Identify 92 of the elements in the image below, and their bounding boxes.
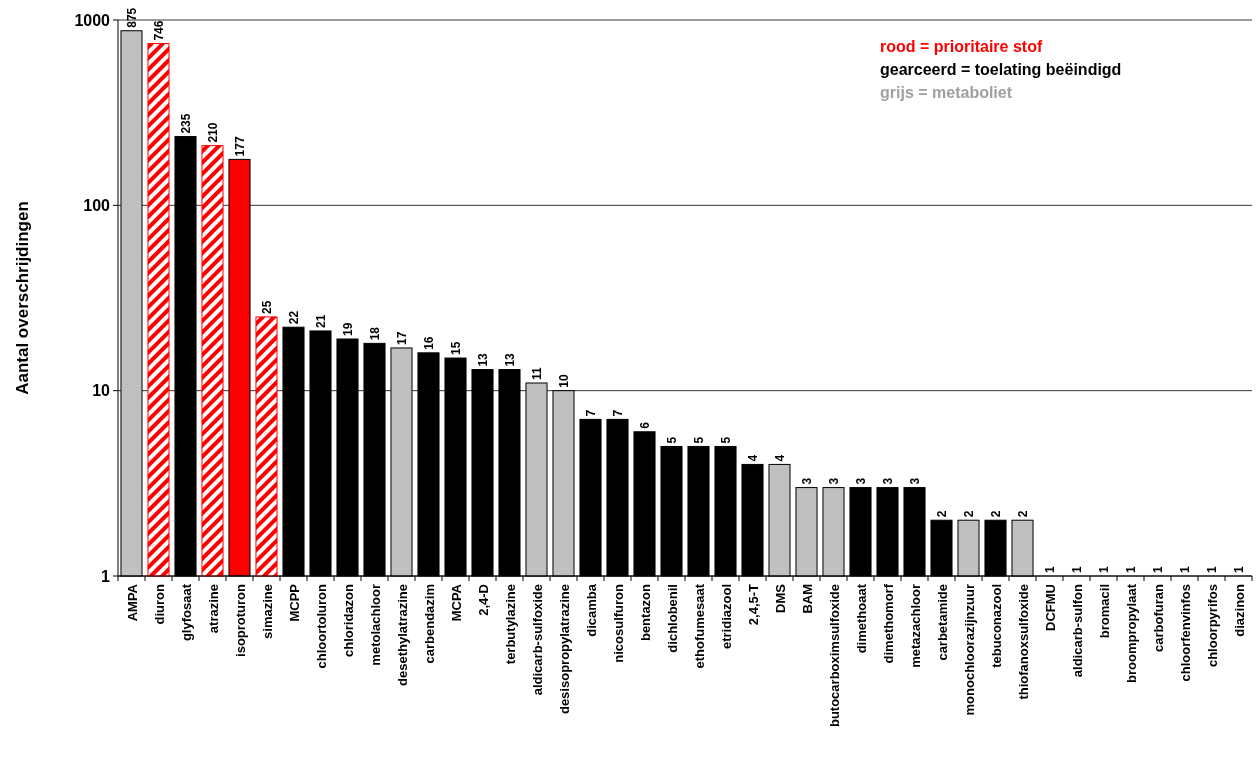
x-tick-label: bentazon xyxy=(637,583,653,642)
x-tick-label: dichlobenil xyxy=(664,584,680,653)
x-tick-label: DCFMU xyxy=(1042,584,1058,631)
y-tick-label: 1 xyxy=(101,567,111,585)
data-label: 177 xyxy=(232,136,247,157)
data-label: 3 xyxy=(853,477,868,485)
x-tick-label: dicamba xyxy=(583,583,599,637)
x-tick-label: desethylatrazine xyxy=(394,584,410,686)
data-label: 1 xyxy=(1231,566,1246,573)
x-tick-label: monochloorazijnzuur xyxy=(961,584,977,716)
data-label: 7 xyxy=(610,409,625,417)
annotation: gearceerd = toelating beëindigd xyxy=(880,61,1122,78)
x-tick-label: dimethomorf xyxy=(880,583,896,664)
y-tick-label: 10 xyxy=(92,382,111,400)
x-tick-label: chloortoluron xyxy=(313,583,329,669)
data-label: 2 xyxy=(934,510,949,518)
x-tick-label: metazachloor xyxy=(907,584,923,668)
x-tick-label: simazine xyxy=(259,584,275,639)
data-label: 10 xyxy=(556,373,571,388)
x-tick-label: tebuconazool xyxy=(988,584,1004,668)
x-tick-label: desisopropylatrazine xyxy=(556,584,572,715)
data-label: 746 xyxy=(151,20,166,41)
x-tick-label: dimethoaat xyxy=(853,583,869,654)
x-tick-label: carbofuran xyxy=(1150,583,1166,652)
data-label: 4 xyxy=(772,454,787,462)
y-tick-label: 1000 xyxy=(74,11,111,29)
data-label: 5 xyxy=(718,436,733,444)
x-tick-label: metolachloor xyxy=(367,584,383,666)
annotation: grijs = metaboliet xyxy=(880,84,1013,101)
data-label: 11 xyxy=(529,366,544,380)
data-label: 3 xyxy=(799,477,814,485)
x-tick-label: aldicarb-sulfoxide xyxy=(529,584,545,696)
data-label: 21 xyxy=(313,314,328,328)
x-tick-label: carbetamide xyxy=(934,584,950,661)
data-label: 7 xyxy=(583,409,598,417)
x-tick-label: nicosulfuron xyxy=(610,583,626,663)
x-tick-label: broompropylaat xyxy=(1123,583,1139,683)
data-label: 1 xyxy=(1069,566,1084,573)
y-axis-title: Aantal overschrijdingen xyxy=(13,201,32,395)
data-label: 3 xyxy=(907,477,922,485)
data-label: 5 xyxy=(691,436,706,444)
x-tick-label: MCPA xyxy=(448,583,464,622)
data-label: 235 xyxy=(178,113,193,134)
x-tick-label: chloorpyrifos xyxy=(1204,584,1220,668)
data-label: 4 xyxy=(745,454,760,462)
data-label: 6 xyxy=(637,421,652,429)
y-tick-label: 100 xyxy=(83,196,111,214)
data-label: 875 xyxy=(124,7,139,28)
data-label: 5 xyxy=(664,436,679,444)
x-tick-label: glyfosaat xyxy=(178,583,194,642)
data-label: 13 xyxy=(502,352,517,367)
data-label: 1 xyxy=(1096,566,1111,573)
data-label: 13 xyxy=(475,352,490,367)
data-label: 18 xyxy=(367,326,382,341)
data-label: 22 xyxy=(286,310,301,325)
data-label: 16 xyxy=(421,336,436,350)
x-tick-label: terbutylazine xyxy=(502,584,518,665)
data-label: 2 xyxy=(988,510,1003,518)
x-tick-label: AMPA xyxy=(124,583,140,622)
x-tick-label: etridiazool xyxy=(718,584,734,650)
x-tick-label: 2,4,5-T xyxy=(745,583,761,626)
x-tick-label: diazinon xyxy=(1231,583,1247,637)
x-tick-label: thiofanoxsulfoxide xyxy=(1015,584,1031,700)
x-tick-label: diuron xyxy=(151,583,167,625)
x-tick-label: 2,4-D xyxy=(475,584,491,616)
data-label: 2 xyxy=(961,510,976,518)
x-tick-label: chloorfenvinfos xyxy=(1177,584,1193,682)
data-label: 1 xyxy=(1042,566,1057,573)
data-label: 3 xyxy=(826,477,841,485)
data-label: 15 xyxy=(448,341,463,356)
x-tick-label: isoproturon xyxy=(232,583,248,657)
annotation: rood = prioritaire stof xyxy=(880,38,1043,55)
data-label: 1 xyxy=(1177,566,1192,573)
data-label: 17 xyxy=(394,331,409,345)
data-label: 210 xyxy=(205,122,220,143)
data-label: 3 xyxy=(880,477,895,485)
data-label: 19 xyxy=(340,322,355,336)
x-tick-label: BAM xyxy=(799,584,815,614)
data-label: 1 xyxy=(1123,566,1138,573)
x-tick-label: bromacil xyxy=(1096,584,1112,639)
x-tick-label: butocarboximsulfoxide xyxy=(826,584,842,728)
x-tick-label: aldicarb-sulfon xyxy=(1069,583,1085,678)
data-label: 1 xyxy=(1150,566,1165,573)
x-tick-label: MCPP xyxy=(286,583,302,622)
x-tick-label: DMS xyxy=(772,583,788,613)
data-label: 2 xyxy=(1015,510,1030,518)
x-tick-label: ethofumesaat xyxy=(691,583,707,669)
x-tick-label: chloridazon xyxy=(340,583,356,657)
data-label: 25 xyxy=(259,300,274,314)
data-label: 1 xyxy=(1204,566,1219,573)
x-tick-label: carbendazim xyxy=(421,584,437,664)
x-tick-label: atrazine xyxy=(205,584,221,634)
